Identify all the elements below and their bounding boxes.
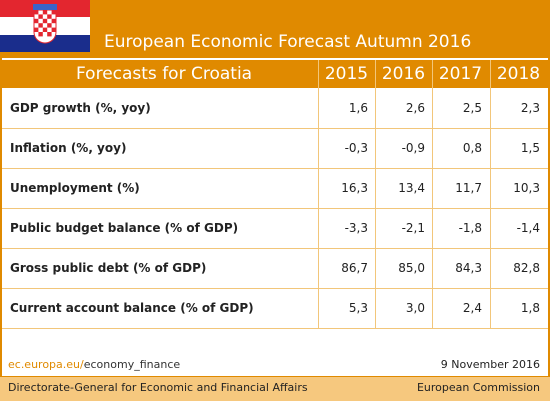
cell-value: 10,3 (513, 181, 540, 195)
column-separator (318, 60, 319, 328)
row-separator (2, 208, 548, 209)
cell-value: 1,8 (520, 301, 540, 315)
column-header: 2016 (381, 64, 426, 84)
date: 9 November 2016 (440, 358, 540, 371)
cell-value: 2,4 (462, 301, 482, 315)
column-header: 2018 (496, 64, 541, 84)
cell-value: 85,0 (398, 261, 425, 275)
cell-value: 2,5 (462, 101, 482, 115)
website[interactable]: ec.europa.eu/economy_finance (8, 358, 180, 371)
cell-value: 86,7 (341, 261, 368, 275)
table-caption: Forecasts for Croatia (76, 64, 253, 84)
cell-value: -1,4 (516, 221, 540, 235)
row-separator (2, 288, 548, 289)
row-label: Public budget balance (% of GDP) (10, 221, 239, 235)
column-separator (432, 60, 433, 328)
title: European Economic Forecast Autumn 2016 (104, 32, 472, 52)
column-header: 2017 (438, 64, 483, 84)
column-header: 2015 (324, 64, 369, 84)
cell-value: -0,9 (401, 141, 425, 155)
cell-value: -2,1 (401, 221, 425, 235)
row-label: Gross public debt (% of GDP) (10, 261, 207, 275)
row-separator (2, 248, 548, 249)
cell-value: 2,3 (520, 101, 540, 115)
row-separator (2, 128, 548, 129)
row-label: Inflation (%, yoy) (10, 141, 127, 155)
cell-value: 0,8 (462, 141, 482, 155)
row-label: GDP growth (%, yoy) (10, 101, 151, 115)
bottom-bar (0, 376, 550, 401)
cell-value: 84,3 (455, 261, 482, 275)
row-label: Unemployment (%) (10, 181, 140, 195)
cell-value: -3,3 (344, 221, 368, 235)
header-row (0, 60, 550, 88)
flag (0, 0, 90, 52)
cell-value: -0,3 (344, 141, 368, 155)
organization: European Commission (416, 381, 540, 394)
cell-value: -1,8 (458, 221, 482, 235)
column-separator (375, 60, 376, 328)
cell-value: 11,7 (455, 181, 482, 195)
cell-value: 1,5 (520, 141, 540, 155)
cell-value: 16,3 (341, 181, 368, 195)
department: Directorate-General for Economic and Fin… (8, 381, 308, 394)
cell-value: 82,8 (513, 261, 540, 275)
column-separator (490, 60, 491, 328)
cell-value: 13,4 (398, 181, 425, 195)
link-domain: ec.europa.eu/ (8, 358, 84, 371)
cell-value: 1,6 (348, 101, 368, 115)
cell-value: 2,6 (405, 101, 425, 115)
row-separator (2, 168, 548, 169)
row-label: Current account balance (% of GDP) (10, 301, 254, 315)
cell-value: 3,0 (405, 301, 425, 315)
row-separator (2, 328, 548, 329)
top-bar (0, 0, 550, 58)
link-path: economy_finance (83, 358, 181, 371)
cell-value: 5,3 (348, 301, 368, 315)
